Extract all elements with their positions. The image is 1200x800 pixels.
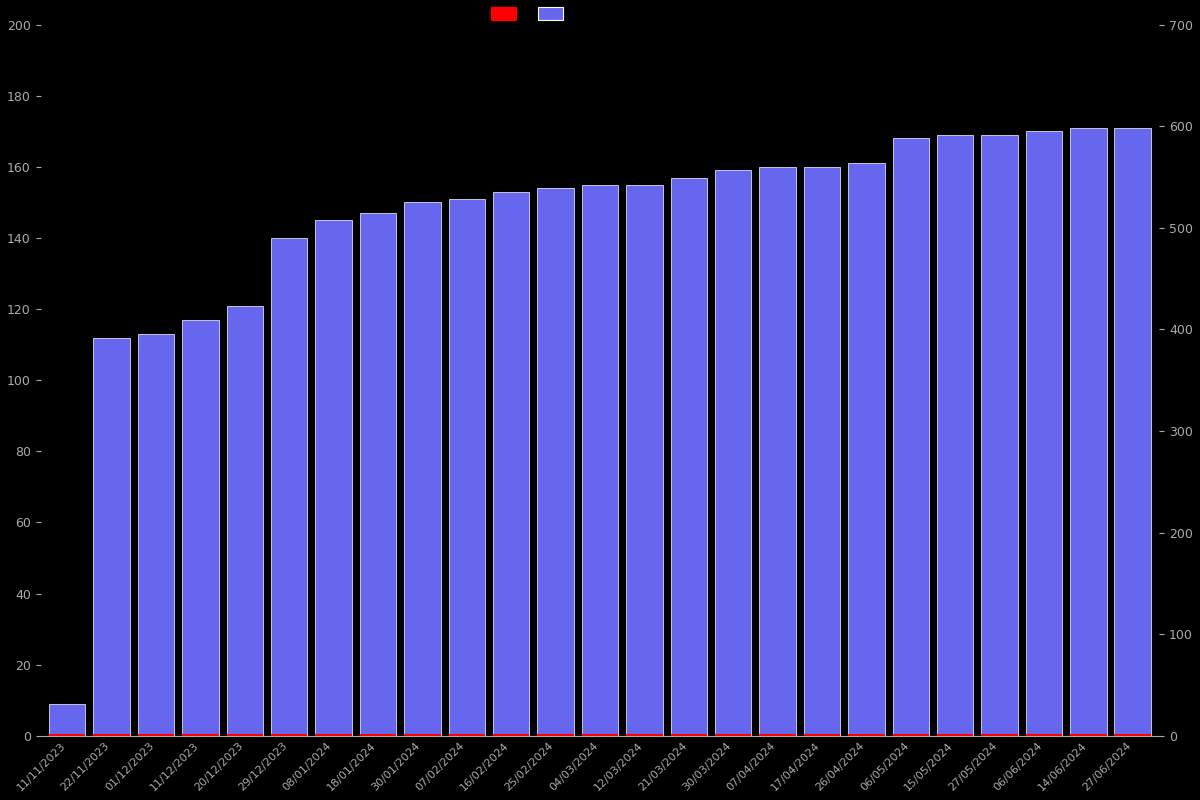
Bar — [1070, 734, 1106, 736]
Bar — [760, 167, 796, 736]
Bar — [360, 734, 396, 736]
Bar — [893, 138, 929, 736]
Bar — [538, 188, 574, 736]
Bar — [316, 734, 352, 736]
Bar — [893, 734, 929, 736]
Bar — [804, 734, 840, 736]
Bar — [804, 167, 840, 736]
Bar — [1070, 128, 1106, 736]
Bar — [760, 734, 796, 736]
Bar — [848, 163, 884, 736]
Bar — [94, 734, 130, 736]
Bar — [271, 238, 307, 736]
Bar — [271, 734, 307, 736]
Legend: , : , — [487, 3, 578, 26]
Bar — [715, 170, 751, 736]
Bar — [715, 734, 751, 736]
Bar — [937, 135, 973, 736]
Bar — [982, 135, 1018, 736]
Bar — [626, 734, 662, 736]
Bar — [49, 734, 85, 736]
Bar — [982, 734, 1018, 736]
Bar — [49, 704, 85, 736]
Bar — [1115, 128, 1151, 736]
Bar — [316, 220, 352, 736]
Bar — [1115, 734, 1151, 736]
Bar — [360, 213, 396, 736]
Bar — [138, 334, 174, 736]
Bar — [582, 185, 618, 736]
Bar — [937, 734, 973, 736]
Bar — [538, 734, 574, 736]
Bar — [626, 185, 662, 736]
Bar — [449, 199, 485, 736]
Bar — [227, 306, 263, 736]
Bar — [671, 178, 707, 736]
Bar — [449, 734, 485, 736]
Bar — [182, 734, 218, 736]
Bar — [1026, 131, 1062, 736]
Bar — [227, 734, 263, 736]
Bar — [404, 202, 440, 736]
Bar — [94, 338, 130, 736]
Bar — [848, 734, 884, 736]
Bar — [582, 734, 618, 736]
Bar — [404, 734, 440, 736]
Bar — [182, 320, 218, 736]
Bar — [138, 734, 174, 736]
Bar — [1026, 734, 1062, 736]
Bar — [493, 734, 529, 736]
Bar — [493, 192, 529, 736]
Bar — [671, 734, 707, 736]
